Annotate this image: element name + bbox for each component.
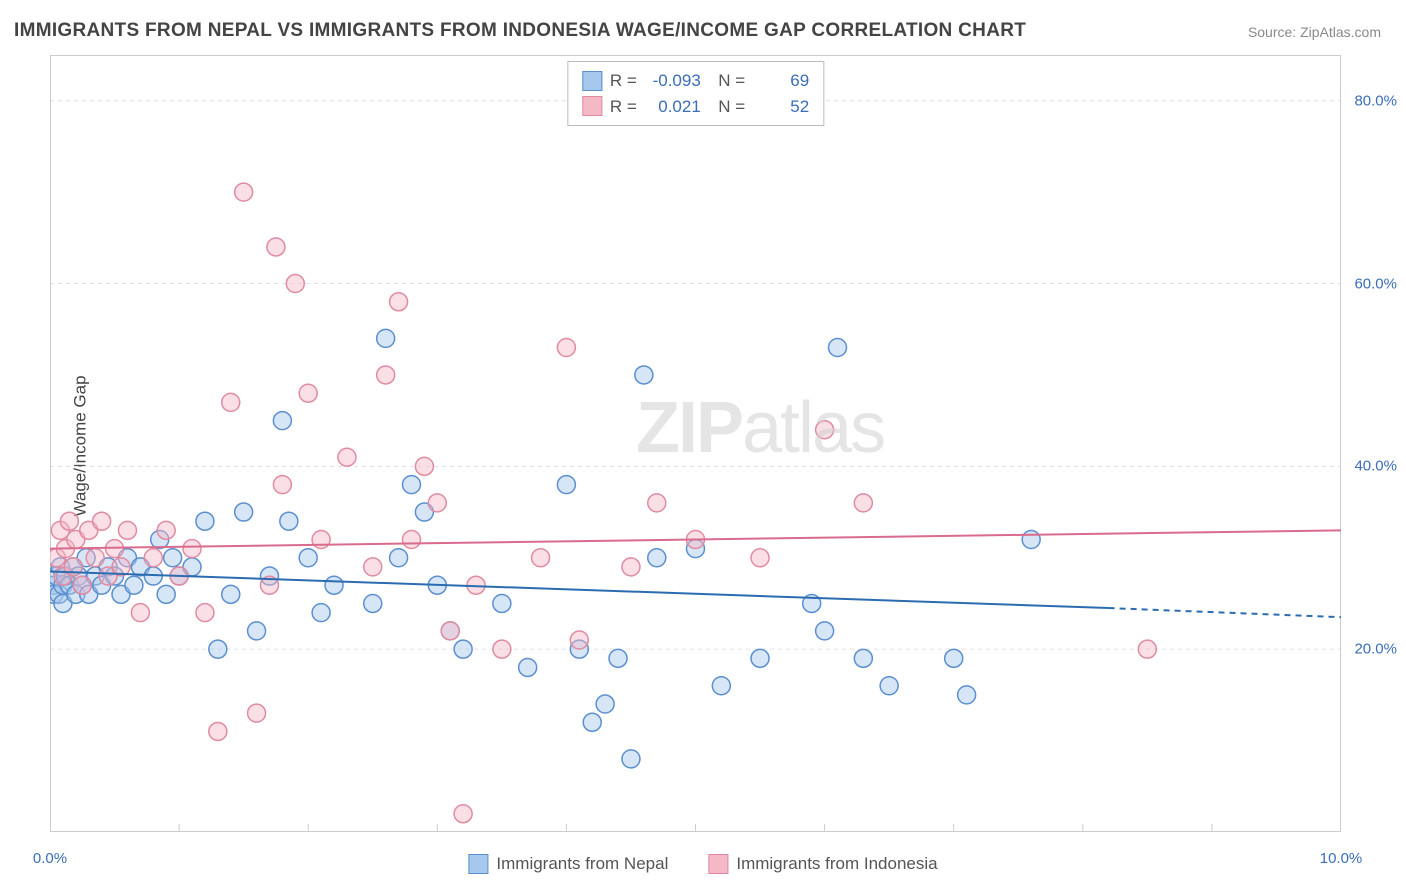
r-label: R = <box>610 68 637 94</box>
n-value-indonesia: 52 <box>753 94 809 120</box>
r-value-nepal: -0.093 <box>645 68 701 94</box>
legend-label-nepal: Immigrants from Nepal <box>496 854 668 874</box>
series-legend: Immigrants from Nepal Immigrants from In… <box>468 854 937 874</box>
source-label: Source: <box>1248 24 1296 40</box>
r-label: R = <box>610 94 637 120</box>
swatch-indonesia <box>582 96 602 116</box>
n-label: N = <box>709 68 745 94</box>
y-tick-label: 60.0% <box>1354 275 1397 292</box>
n-value-nepal: 69 <box>753 68 809 94</box>
chart-title: IMMIGRANTS FROM NEPAL VS IMMIGRANTS FROM… <box>14 20 1026 42</box>
stats-row-nepal: R = -0.093 N = 69 <box>582 68 809 94</box>
source-link[interactable]: ZipAtlas.com <box>1300 24 1381 40</box>
x-tick-label: 10.0% <box>1320 850 1363 867</box>
r-value-indonesia: 0.021 <box>645 94 701 120</box>
stats-row-indonesia: R = 0.021 N = 52 <box>582 94 809 120</box>
plot-area: ZIPatlas R = -0.093 N = 69 R = 0.021 N =… <box>50 55 1341 832</box>
source-attribution: Source: ZipAtlas.com <box>1248 24 1381 40</box>
x-tick-label: 0.0% <box>33 850 67 867</box>
swatch-nepal <box>468 854 488 874</box>
swatch-indonesia <box>708 854 728 874</box>
stats-legend: R = -0.093 N = 69 R = 0.021 N = 52 <box>567 61 824 126</box>
y-tick-label: 20.0% <box>1354 641 1397 658</box>
legend-item-nepal: Immigrants from Nepal <box>468 854 668 874</box>
n-label: N = <box>709 94 745 120</box>
y-tick-label: 80.0% <box>1354 92 1397 109</box>
legend-item-indonesia: Immigrants from Indonesia <box>708 854 937 874</box>
scatter-plot-svg <box>50 55 1341 832</box>
y-tick-label: 40.0% <box>1354 458 1397 475</box>
swatch-nepal <box>582 71 602 91</box>
legend-label-indonesia: Immigrants from Indonesia <box>736 854 937 874</box>
